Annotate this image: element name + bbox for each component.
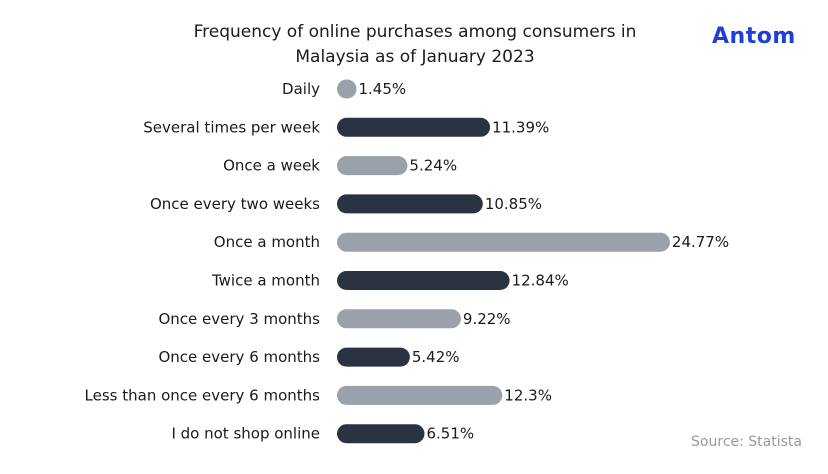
chart-title: Frequency of online purchases among cons… xyxy=(160,20,670,70)
bar xyxy=(337,271,510,290)
bar xyxy=(337,347,410,367)
value-label: 24.77% xyxy=(672,233,729,251)
bar xyxy=(337,79,357,99)
chart-title-line-1: Frequency of online purchases among cons… xyxy=(193,22,637,42)
category-label: Once every 6 months xyxy=(158,348,320,366)
value-label: 6.51% xyxy=(426,425,474,443)
value-label: 5.24% xyxy=(409,157,457,175)
value-label: 12.3% xyxy=(504,386,552,404)
bar xyxy=(337,309,461,329)
value-label: 9.22% xyxy=(463,310,511,328)
bar xyxy=(337,194,483,214)
bar xyxy=(337,385,503,405)
category-label: Twice a month xyxy=(211,272,320,290)
bar xyxy=(337,156,408,176)
value-label: 12.84% xyxy=(512,272,569,290)
category-label: Once a month xyxy=(214,233,320,251)
value-label: 1.45% xyxy=(358,80,406,98)
value-label: 5.42% xyxy=(412,348,460,366)
category-label: Once every 3 months xyxy=(158,310,320,328)
category-label: I do not shop online xyxy=(171,425,320,443)
bar xyxy=(337,117,491,137)
source-note: Source: Statista xyxy=(691,434,802,450)
chart-title-line-2: Malaysia as of January 2023 xyxy=(295,47,535,67)
category-label: Once a week xyxy=(223,157,320,175)
category-label: Daily xyxy=(282,80,320,98)
value-label: 10.85% xyxy=(485,195,542,213)
bar xyxy=(337,424,425,444)
category-label: Several times per week xyxy=(143,118,320,136)
value-label: 11.39% xyxy=(492,118,549,136)
antom-logo: Antom xyxy=(712,24,796,49)
bar xyxy=(337,232,670,252)
category-label: Less than once every 6 months xyxy=(85,386,321,404)
category-label: Once every two weeks xyxy=(150,195,320,213)
